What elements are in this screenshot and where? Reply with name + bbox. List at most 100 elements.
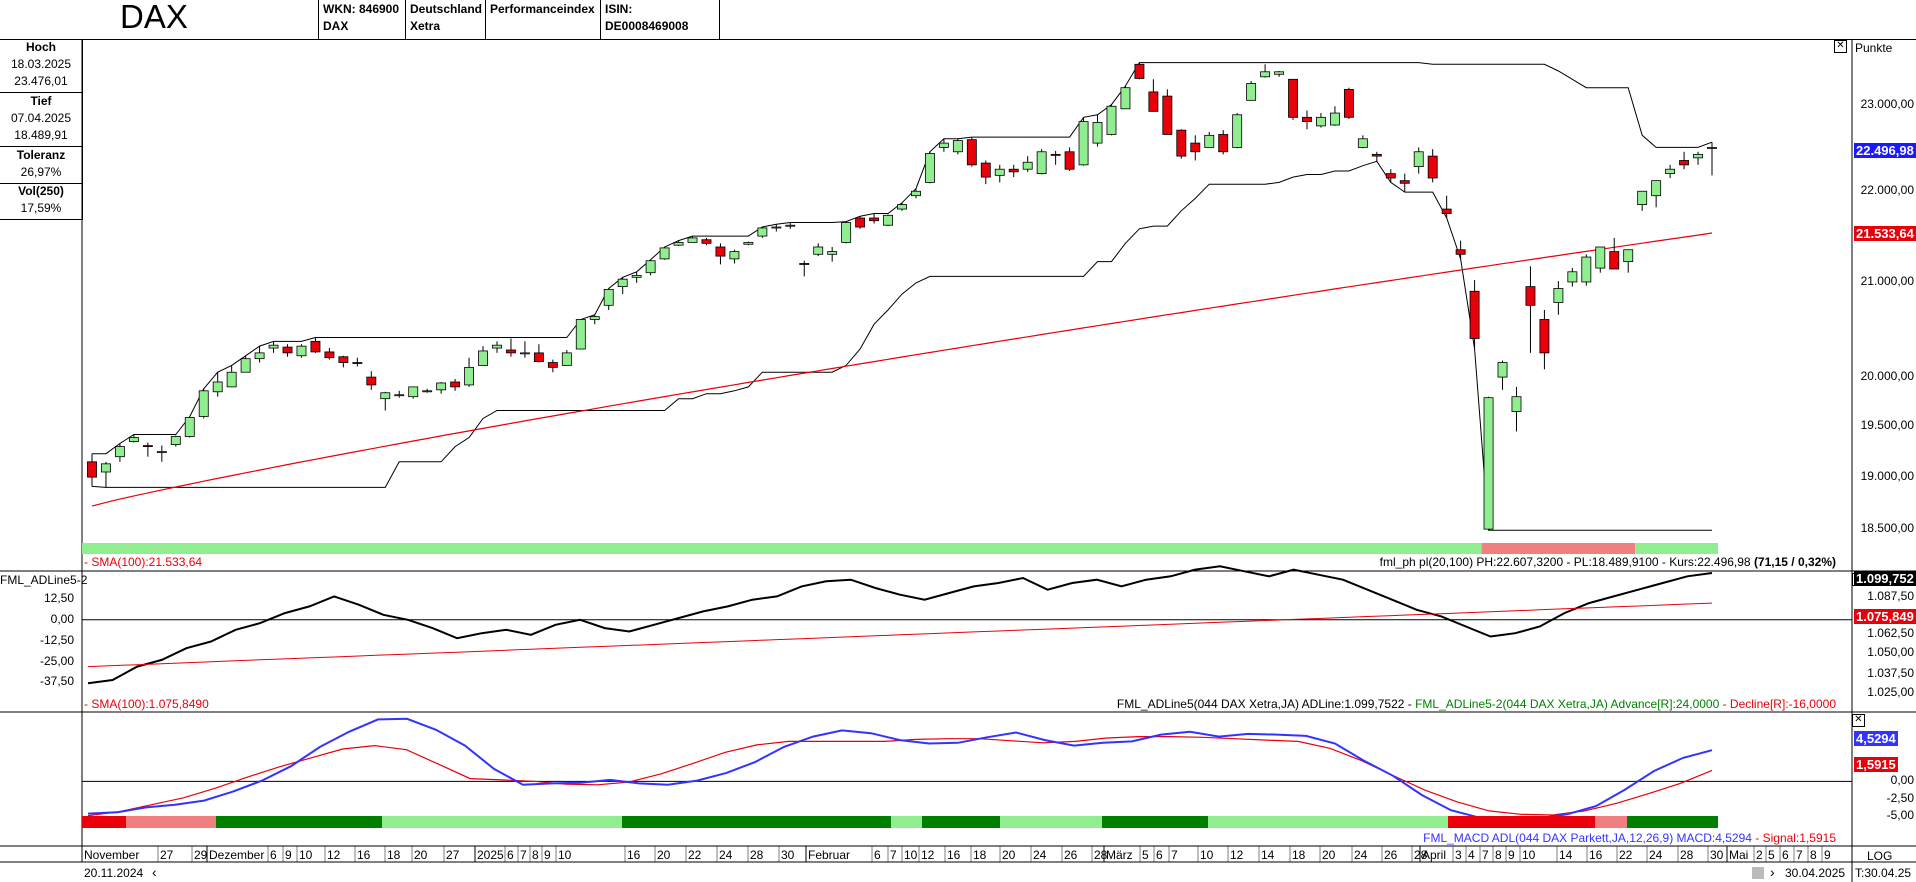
candle-body (938, 142, 949, 148)
macd-info-main: FML_MACD ADL(044 DAX Parkett,JA,12,26,9)… (1423, 831, 1752, 845)
candle-body (268, 344, 279, 349)
x-tick-label: 18 (973, 848, 987, 862)
time-label: T:30.04.25 (1855, 866, 1912, 880)
adline-info-decline: - Decline[R]:-16,0000 (1719, 697, 1836, 711)
candle-body (1274, 71, 1285, 75)
x-tick-label: 16 (947, 848, 961, 862)
channel-high-line (92, 62, 1713, 455)
x-tick-label: 12 (327, 848, 341, 862)
candle-body (645, 260, 656, 274)
scroll-right-icon[interactable]: › (1770, 864, 1775, 880)
wkn-label: WKN: 846900 (323, 2, 400, 16)
x-tick-label: 10 (558, 848, 572, 862)
candle-body (589, 316, 600, 320)
candle-body (729, 251, 740, 260)
adline-sma-legend: - SMA(100):1.075,8490 (84, 697, 209, 711)
candle-body (128, 437, 139, 442)
candle-body (1371, 153, 1382, 157)
macd-band-segment (622, 816, 891, 828)
macd-right-tick: -2,50 (1886, 790, 1914, 805)
macd-series (87, 717, 1713, 821)
x-tick-label: 16 (1589, 848, 1603, 862)
stat-low: Tief 07.04.2025 18.489,91 (0, 93, 83, 147)
stat-high-label: Hoch (26, 40, 56, 54)
adline-left-tick: -12,50 (39, 632, 74, 647)
candle-body (1316, 116, 1326, 127)
candle-body (212, 381, 223, 393)
candle-body (519, 352, 530, 355)
index-short-name: DAX (323, 19, 349, 33)
candle-body (101, 463, 111, 473)
close-macd-icon[interactable]: ✕ (1852, 714, 1865, 727)
x-tick-label: 18 (387, 848, 401, 862)
x-tick-label: 3 (1455, 848, 1462, 862)
stat-volatility-value: 17,59% (20, 201, 62, 215)
header-cell-isin: ISIN: DE0008469008 (600, 0, 720, 39)
candle-body (1413, 151, 1424, 167)
candle-body (408, 386, 419, 398)
candle-body (603, 289, 614, 306)
x-tick-label: 7 (1482, 848, 1489, 862)
candle-body (1176, 129, 1187, 157)
adline-left-tick: -37,50 (39, 674, 74, 689)
candle-body (1511, 396, 1522, 412)
candle-body (1539, 319, 1550, 354)
stat-high: Hoch 18.03.2025 23.476,01 (0, 39, 83, 93)
main-price-panel (82, 62, 1718, 554)
trend-band-segment (1481, 543, 1636, 554)
candle-body (1260, 71, 1271, 78)
x-axis: November 27 29 Dezember 6 9 10 12 16 18 20 27 2025 6 7… (81, 846, 1831, 862)
close-panel-icon[interactable]: ✕ (1834, 40, 1847, 53)
candle-body (1036, 151, 1047, 175)
x-tick-label: 22 (1619, 848, 1633, 862)
candle-body (799, 263, 810, 265)
candle-body (533, 352, 544, 362)
x-tick-label: April (1422, 848, 1446, 862)
candle-body (715, 246, 726, 257)
x-tick-label: 30 (1710, 848, 1724, 862)
candle-body (366, 376, 377, 386)
macd-band-segment (126, 816, 216, 828)
x-tick-label: 6 (270, 848, 277, 862)
x-tick-label: 22 (688, 848, 702, 862)
macd-band-segment (216, 816, 382, 828)
candle-body (240, 358, 251, 373)
adline-sma-series (87, 602, 1713, 668)
y-tick-label: 22.000,00 (1860, 183, 1914, 198)
candle-body (198, 390, 209, 417)
candle-body (1623, 249, 1634, 263)
candle-body (1120, 87, 1131, 110)
candle-body (1329, 112, 1340, 126)
x-tick-label: 10 (1200, 848, 1214, 862)
scroll-left-icon[interactable]: ‹ (152, 864, 157, 880)
macd-right-tick: 0,00 (1890, 773, 1914, 788)
stat-tolerance-value: 26,97% (20, 165, 62, 179)
x-tick-label: 26 (1384, 848, 1398, 862)
candle-body (1246, 83, 1257, 101)
candle-body (1469, 290, 1480, 339)
x-tick-label: 7 (520, 848, 527, 862)
x-tick-label: 20 (657, 848, 671, 862)
candle-body (1204, 134, 1215, 148)
candle-body (422, 390, 433, 393)
adline-series (87, 565, 1713, 685)
macd-right-tick: -5,00 (1886, 807, 1914, 822)
stat-high-value: 23.476,01 (14, 74, 68, 88)
candle-body (855, 217, 866, 228)
macd-band-segment (891, 816, 922, 828)
log-toggle[interactable]: LOG (1867, 849, 1893, 863)
unit-label: Punkte (1855, 41, 1893, 55)
header-cell-exchange: Deutschland Xetra (405, 0, 485, 39)
macd-band-segment (1102, 816, 1208, 828)
candle-body (450, 381, 461, 388)
candle-body (1148, 91, 1159, 112)
candle-body (561, 352, 572, 366)
x-tick-label: 5 (1768, 848, 1775, 862)
candle-body (1134, 63, 1145, 79)
candle-body (1078, 121, 1089, 166)
candle-body (631, 275, 642, 278)
stat-high-date: 18.03.2025 (10, 57, 72, 71)
x-tick-label: Mai (1729, 848, 1748, 862)
scroll-thumb[interactable] (1752, 867, 1764, 879)
x-tick-label: 8 (1810, 848, 1817, 862)
